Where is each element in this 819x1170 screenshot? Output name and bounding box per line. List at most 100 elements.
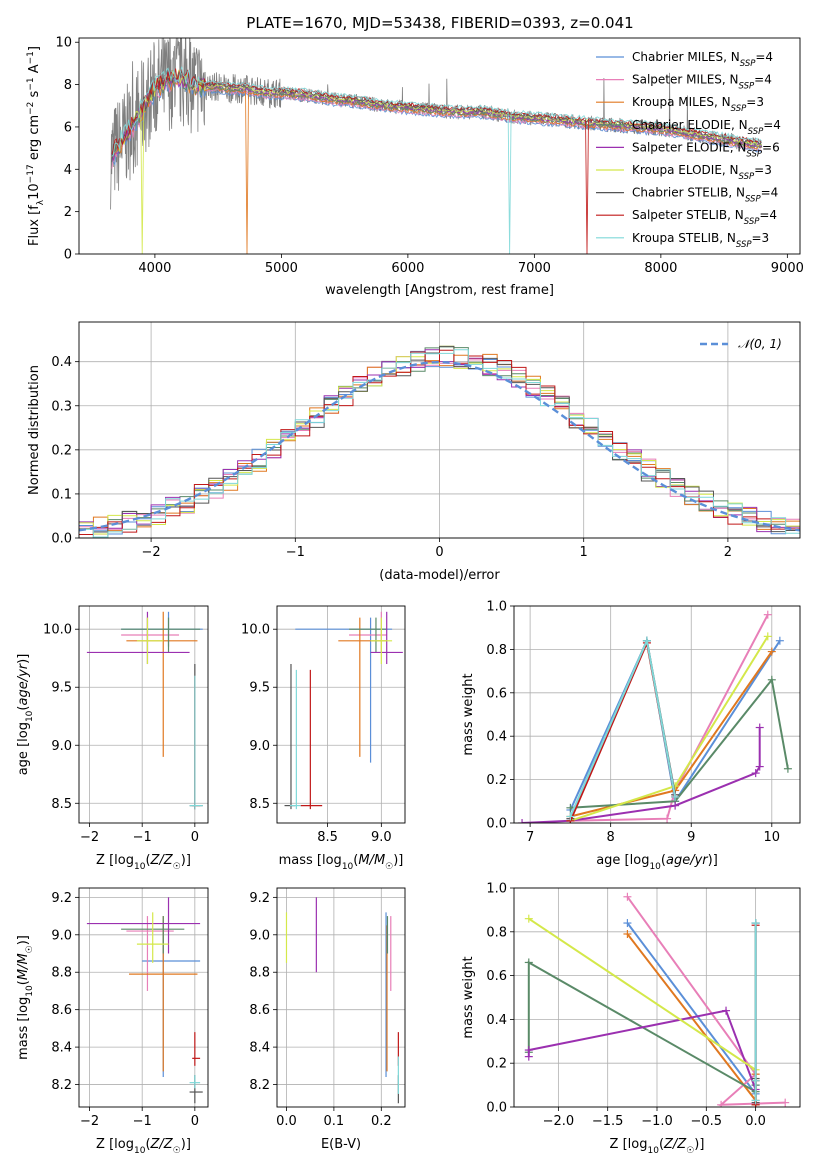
y-tick-label: 9.5 bbox=[249, 681, 270, 696]
normal-curve bbox=[79, 360, 800, 532]
label-part: ] bbox=[27, 46, 42, 51]
x-tick-label: 5000 bbox=[265, 261, 298, 276]
x-axis-label: E(B-V) bbox=[321, 1137, 361, 1152]
axes-frame bbox=[78, 605, 209, 824]
label-part: s bbox=[27, 90, 42, 101]
legend-entry: Chabrier STELIB, NSSP=4 bbox=[632, 186, 778, 205]
data-point bbox=[189, 1075, 201, 1089]
plus-marker bbox=[775, 636, 784, 645]
plus-marker bbox=[623, 929, 632, 938]
label-part: M/M bbox=[16, 953, 31, 980]
y-axis-label: mass weight bbox=[461, 956, 476, 1038]
legend-text-part: =4 bbox=[759, 208, 777, 222]
legend-text-part: Chabrier MILES, N bbox=[632, 50, 740, 64]
plus-marker bbox=[751, 1096, 760, 1105]
x-tick-label: 8000 bbox=[644, 261, 677, 276]
label-part: ☉ bbox=[25, 945, 35, 953]
y-tick-label: 0.8 bbox=[486, 643, 507, 658]
plus-marker bbox=[623, 919, 632, 928]
plot-area-age-vs-mass bbox=[284, 611, 403, 810]
y-tick-label: 8.2 bbox=[51, 1078, 72, 1093]
plus-marker bbox=[663, 814, 672, 823]
label-part: age [log bbox=[596, 853, 649, 868]
y-tick-label: 0.3 bbox=[51, 399, 72, 414]
y-tick-label: 10 bbox=[55, 36, 72, 51]
x-tick-label: −2 bbox=[80, 830, 99, 845]
label-part: )] bbox=[694, 1137, 704, 1152]
plot-area-mass-vs-Z bbox=[86, 897, 203, 1104]
axes-frame bbox=[513, 605, 801, 824]
plus-marker bbox=[524, 914, 533, 923]
label-part: ☉ bbox=[686, 1146, 694, 1156]
x-tick-label: −0.5 bbox=[691, 1114, 723, 1129]
y-tick-label: 0.2 bbox=[51, 443, 72, 458]
legend-entry: 𝒩(0, 1) bbox=[738, 337, 782, 351]
x-tick-label: −1 bbox=[133, 830, 152, 845]
plot-area-spectrum bbox=[110, 38, 763, 254]
label-part: ( bbox=[659, 1137, 664, 1152]
y-tick-label: 1.0 bbox=[486, 600, 507, 615]
x-tick-label: 0.2 bbox=[371, 1114, 392, 1129]
plus-marker bbox=[755, 723, 764, 732]
y-axis-label: age [log10(age/yr)] bbox=[16, 654, 35, 776]
label-part: Z [log bbox=[96, 1137, 134, 1152]
plus-marker bbox=[755, 762, 764, 771]
plus-marker bbox=[717, 1100, 726, 1107]
label-part: ( bbox=[145, 853, 150, 868]
x-tick-label: 7000 bbox=[518, 261, 551, 276]
plus-marker bbox=[524, 1046, 533, 1055]
panel-age-vs-mass: 8.5 9.0 8.5 9.0 9.5 10.0 mass [log10(M/M☉)] bbox=[241, 605, 406, 872]
y-tick-label: 0.8 bbox=[486, 925, 507, 940]
data-point bbox=[370, 617, 393, 665]
label-part: 10 bbox=[342, 862, 354, 872]
plus-marker bbox=[642, 636, 651, 645]
y-tick-label: 9.0 bbox=[51, 739, 72, 754]
y-tick-label: 8.2 bbox=[249, 1078, 270, 1093]
y-tick-label: 9.5 bbox=[51, 681, 72, 696]
y-tick-label: 9.2 bbox=[249, 891, 270, 906]
data-point bbox=[349, 617, 387, 653]
label-part: ( bbox=[353, 853, 358, 868]
x-tick-label: −1.0 bbox=[641, 1114, 673, 1129]
label-part: 10 bbox=[134, 862, 146, 872]
label-part: Flux [f bbox=[27, 205, 42, 246]
label-part: age [log bbox=[16, 722, 31, 775]
plus-marker bbox=[751, 919, 760, 928]
panel-residuals: −2 −1 0 1 2 0.0 0.1 0.2 0.3 0.4 (data-model)/error… bbox=[27, 321, 801, 583]
panel-mass-vs-EBV: 0.0 0.1 0.2 8.2 8.4 8.6 8.8 9.0 9.2 E(B-V) bbox=[249, 887, 406, 1152]
label-part: )] bbox=[393, 853, 403, 868]
label-part: ☉ bbox=[173, 862, 181, 872]
label-part: ( bbox=[16, 980, 31, 985]
legend-text-part: SSP bbox=[746, 149, 762, 159]
label-part: )] bbox=[181, 853, 191, 868]
label-part: Z [log bbox=[610, 1137, 648, 1152]
panel-age-vs-Z: −2 −1 08.59.09.510.0Z [log10(Z/Z☉)]age [lo… bbox=[16, 605, 209, 872]
x-tick-label: 2 bbox=[724, 545, 732, 560]
legend-entry: Salpeter STELIB, NSSP=4 bbox=[632, 208, 777, 227]
plus-marker bbox=[763, 632, 772, 641]
legend-text-part: Salpeter STELIB, N bbox=[632, 208, 744, 222]
label-part: −17 bbox=[26, 164, 36, 183]
y-tick-label: 9.2 bbox=[51, 891, 72, 906]
label-part: )] bbox=[708, 853, 718, 868]
legend-text-part: Kroupa MILES, N bbox=[632, 95, 731, 109]
plot-area-mass-vs-EBV bbox=[285, 897, 399, 1104]
plus-marker bbox=[524, 958, 533, 967]
label-part: ☉ bbox=[385, 862, 393, 872]
axes-frame bbox=[78, 37, 801, 255]
x-axis-label: Z [log10(Z/Z☉)] bbox=[96, 1137, 191, 1156]
x-tick-label: 7 bbox=[526, 830, 534, 845]
data-point bbox=[192, 1032, 201, 1066]
label-part: ( bbox=[661, 853, 666, 868]
label-part: mass [log bbox=[16, 997, 31, 1060]
plus-marker bbox=[566, 812, 575, 821]
y-tick-label: 8.5 bbox=[51, 797, 72, 812]
y-tick-label: 0 bbox=[64, 248, 72, 263]
legend-entry: Kroupa ELODIE, NSSP=3 bbox=[632, 163, 772, 182]
plus-marker bbox=[783, 764, 792, 773]
y-tick-label: 8.4 bbox=[51, 1041, 72, 1056]
x-tick-label: 10 bbox=[764, 830, 781, 845]
x-tick-label: 0.1 bbox=[324, 1114, 345, 1129]
